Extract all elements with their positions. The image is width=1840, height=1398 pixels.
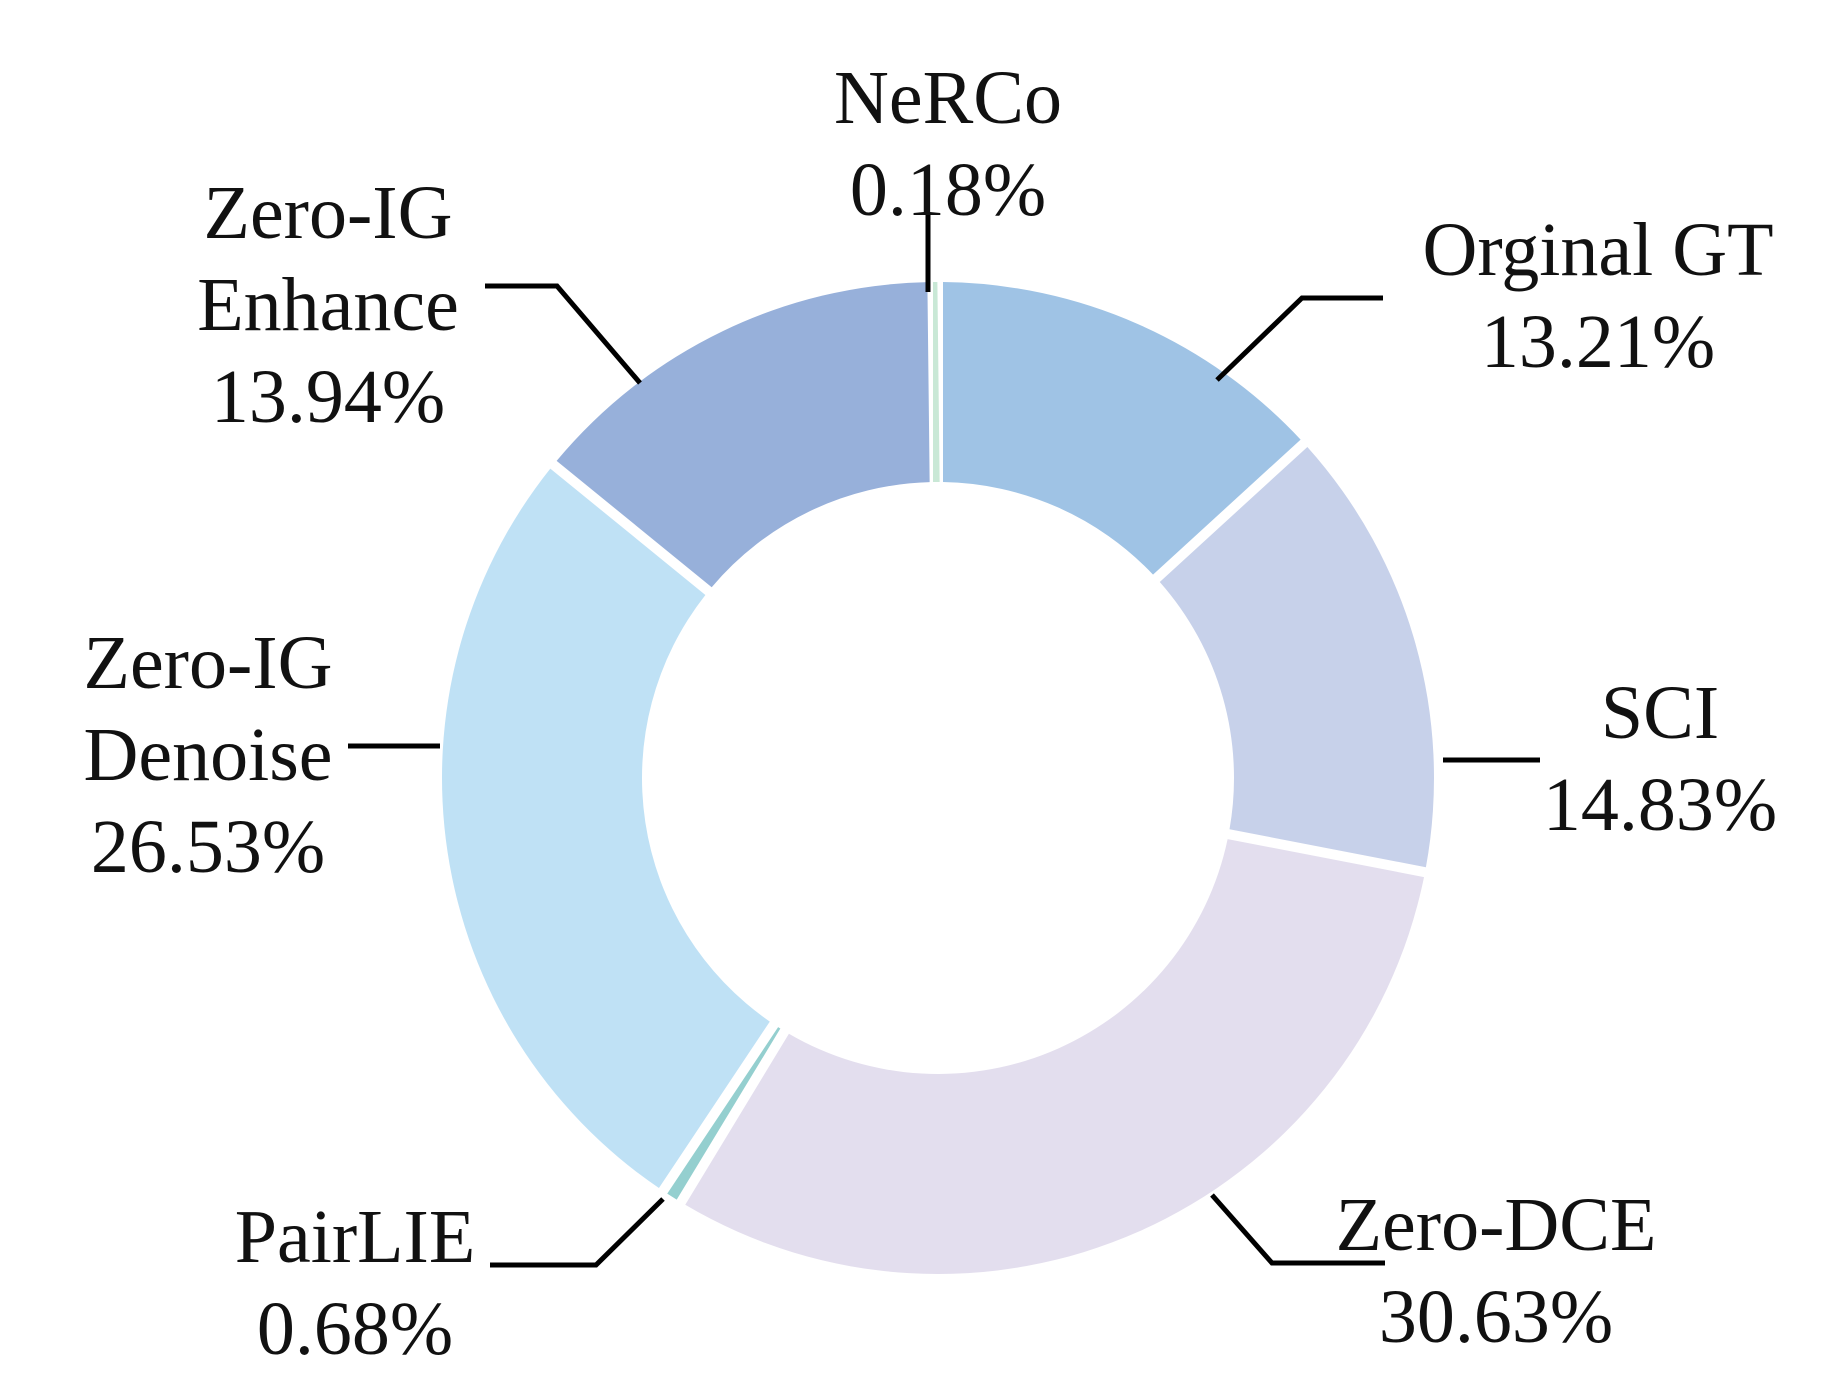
slice-nerco — [933, 282, 940, 483]
leader-line-pairlie — [490, 1197, 665, 1268]
slice-label-pairlie: PairLIE — [235, 1195, 476, 1279]
slices-group — [441, 282, 1434, 1275]
slice-label-zero-ig-denoise: Denoise — [83, 713, 332, 797]
slice-orginal-gt — [943, 282, 1301, 575]
leader-line-zero-dce — [1210, 1193, 1385, 1266]
percent-label-zero-dce: 30.63% — [1379, 1275, 1613, 1359]
percent-label-pairlie: 0.68% — [257, 1287, 453, 1371]
percent-label-zero-ig-enhance: 13.94% — [211, 355, 445, 439]
slice-label-zero-ig-enhance: Enhance — [197, 263, 459, 347]
slice-label-orginal-gt: Orginal GT — [1422, 208, 1773, 292]
percent-label-nerco: 0.18% — [850, 148, 1046, 232]
leader-line-zero-ig-enhance — [485, 283, 642, 385]
leader-line-orginal-gt — [1215, 295, 1383, 382]
percent-label-orginal-gt: 13.21% — [1481, 300, 1715, 384]
slice-pairlie — [667, 1027, 781, 1200]
slice-label-zero-dce: Zero-DCE — [1336, 1183, 1657, 1267]
slice-zero-ig-enhance — [556, 282, 930, 588]
percent-label-zero-ig-denoise: 26.53% — [91, 805, 325, 889]
slice-zero-dce — [685, 839, 1425, 1275]
slice-label-nerco: NeRCo — [834, 56, 1062, 140]
percent-label-sci: 14.83% — [1543, 763, 1777, 847]
slice-label-sci: SCI — [1601, 671, 1719, 755]
slice-zero-ig-denoise — [441, 468, 770, 1189]
slice-label-zero-ig-denoise: Zero-IG — [84, 621, 333, 705]
slice-label-zero-ig-enhance: Zero-IG — [204, 171, 453, 255]
leader-lines-group — [348, 213, 1540, 1268]
slice-sci — [1159, 446, 1434, 868]
